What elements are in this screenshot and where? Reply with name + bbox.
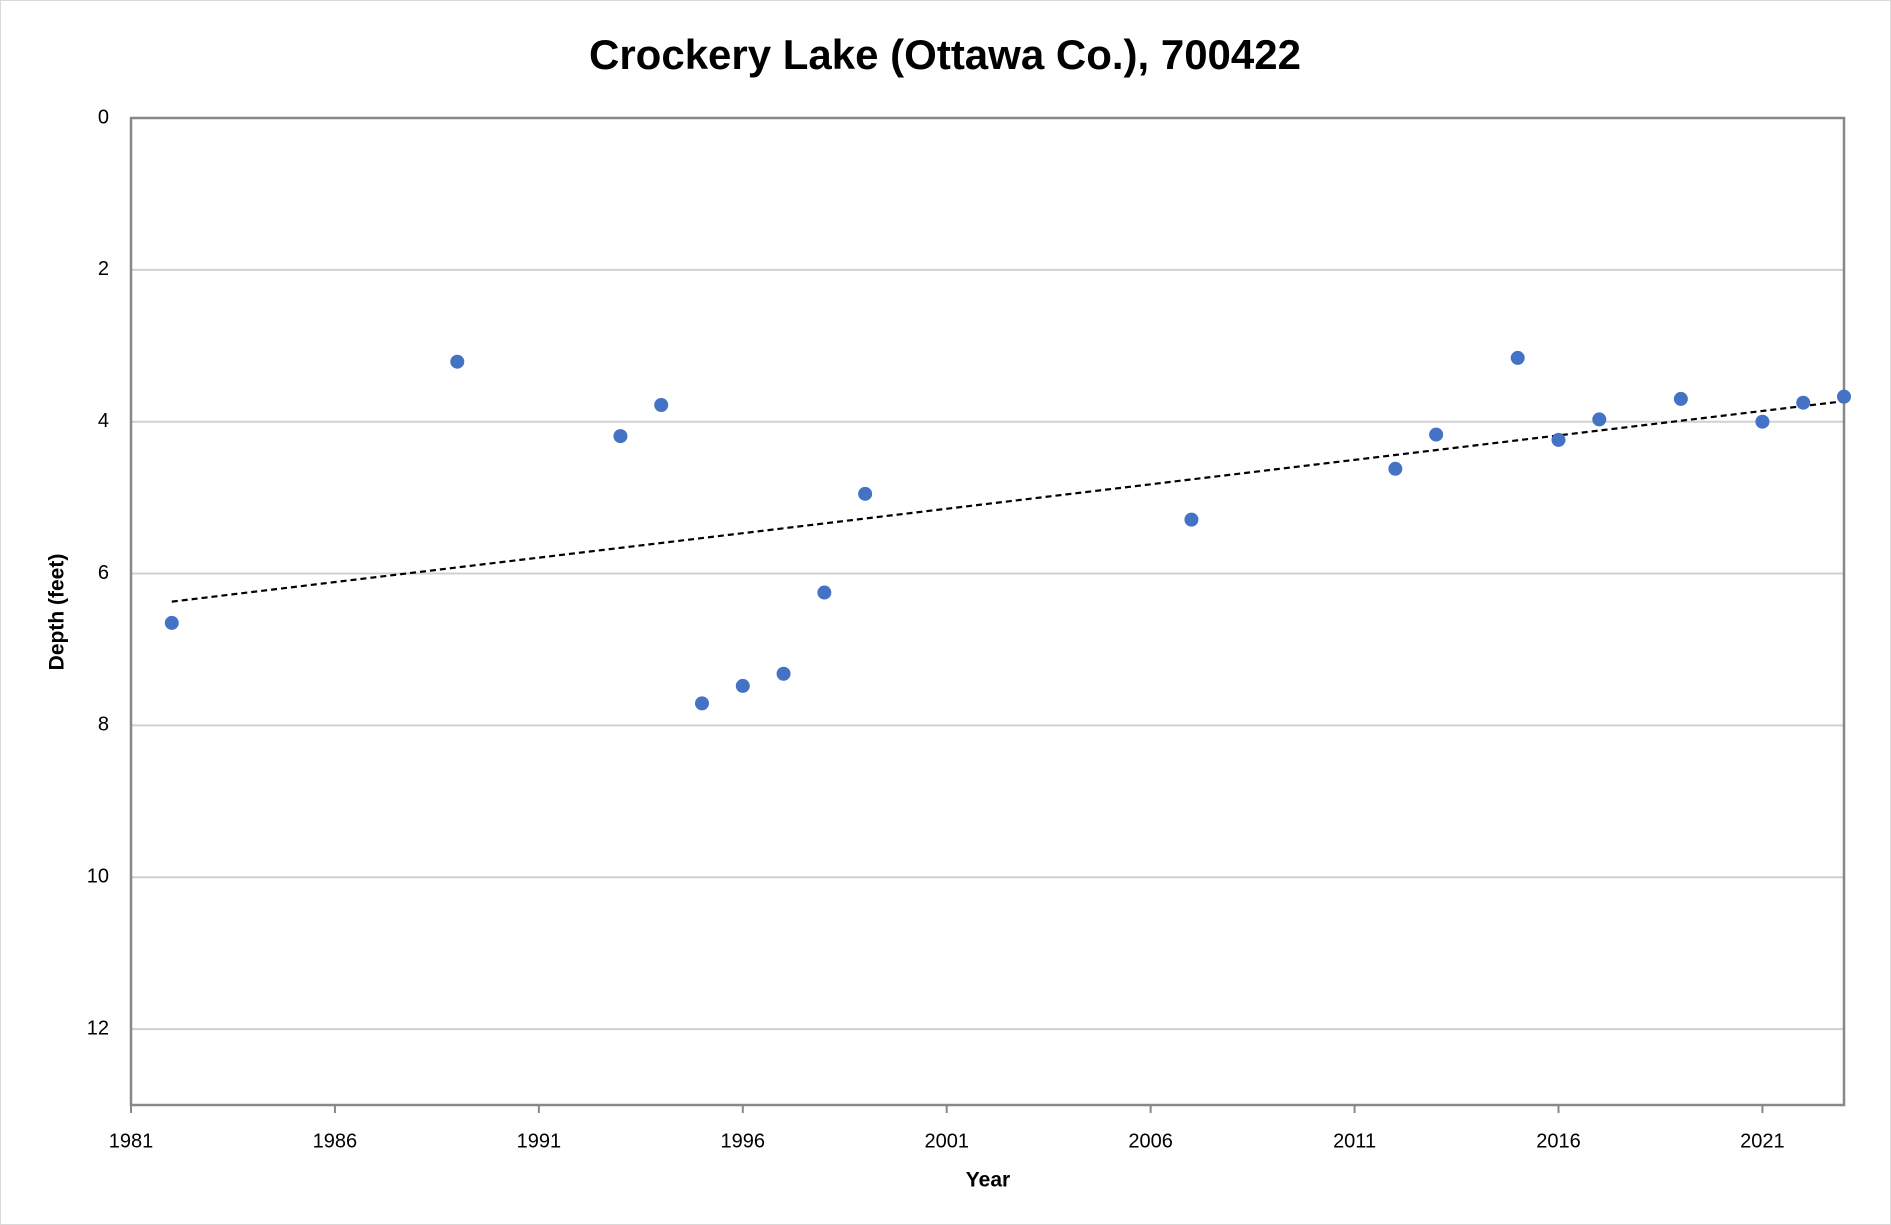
y-tick-label: 12 [87,1017,109,1039]
y-tick-label: 8 [98,714,109,736]
x-tick-label: 1996 [721,1130,766,1152]
data-point [776,666,791,681]
x-axis-label: Year [966,1169,1010,1192]
x-tick-label: 2011 [1333,1130,1376,1152]
trendline [171,400,1845,603]
x-tick-label: 1981 [109,1130,154,1152]
x-tick-label: 2006 [1128,1130,1173,1152]
x-tick-label: 2016 [1536,1130,1581,1152]
data-point [1673,391,1688,406]
y-axis-label: Depth (feet) [46,554,69,671]
data-point [1388,461,1403,476]
y-tick-label: 10 [87,866,109,888]
x-tick-label: 1991 [517,1130,562,1152]
data-point [817,585,832,600]
x-tick-label: 1986 [313,1130,358,1152]
x-tick-label: 2001 [924,1130,969,1152]
data-point [654,397,669,412]
data-point [695,696,709,711]
x-tick-label: 2021 [1740,1130,1785,1152]
data-point [1796,395,1811,410]
data-point [450,354,465,369]
data-point [858,486,873,501]
data-point [735,678,750,693]
data-point [164,615,179,630]
data-point [1755,414,1770,429]
data-point [1551,432,1566,447]
y-tick-label: 6 [98,562,109,584]
data-point [1510,350,1525,365]
y-tick-label: 0 [98,106,109,128]
chart-title: Crockery Lake (Ottawa Co.), 700422 [589,31,1301,78]
data-point [1837,389,1851,404]
data-point [613,429,628,444]
data-point [1592,412,1607,427]
data-point [1429,427,1444,442]
y-tick-label: 4 [98,410,109,432]
y-tick-label: 2 [98,258,109,280]
plot-border [129,116,1846,1107]
data-point [1184,512,1199,527]
